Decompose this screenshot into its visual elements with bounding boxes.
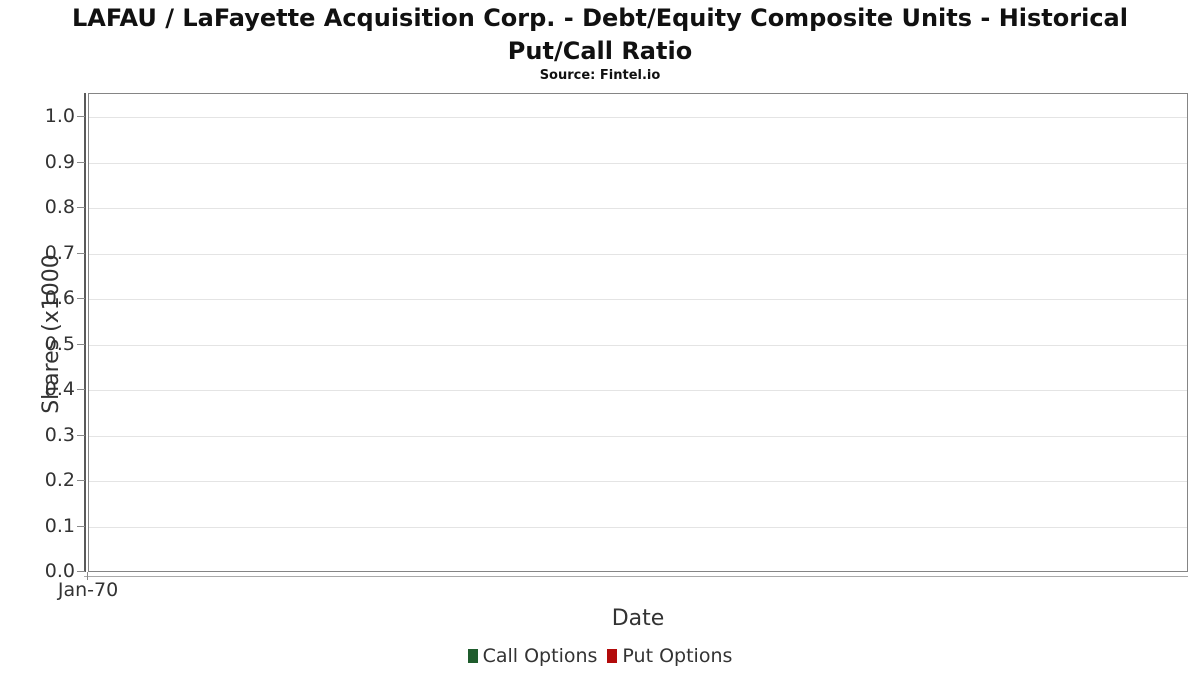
legend: Call Options Put Options <box>0 645 1200 667</box>
y-tick-label: 1.0 <box>44 105 75 127</box>
gridline <box>89 253 1187 255</box>
legend-marker-icon <box>467 649 478 663</box>
y-axis-line <box>84 93 86 572</box>
y-tick-label: 0.4 <box>44 378 75 400</box>
y-tick-label: 0.2 <box>44 469 75 491</box>
gridline <box>89 299 1187 300</box>
legend-label: Put Options <box>622 645 733 667</box>
chart-title: LAFAU / LaFayette Acquisition Corp. - De… <box>72 4 1128 65</box>
x-tick-label: Jan-70 <box>57 579 119 601</box>
y-tick-mark <box>77 207 85 208</box>
gridline <box>89 344 1187 346</box>
legend-item-put-options[interactable]: Put Options <box>607 645 732 667</box>
gridline <box>89 481 1187 482</box>
gridline <box>89 390 1187 391</box>
gridline <box>89 526 1187 528</box>
y-tick-mark <box>77 389 85 390</box>
y-tick-label: 0.3 <box>44 423 75 446</box>
y-tick-mark <box>77 161 85 163</box>
legend-item-call-options[interactable]: Call Options <box>467 645 598 667</box>
y-tick-label: 0.6 <box>44 287 75 309</box>
x-axis-line <box>84 576 1188 577</box>
x-tick-mark <box>87 572 88 580</box>
y-tick-label: 0.5 <box>44 332 75 355</box>
y-tick-mark <box>77 434 85 436</box>
y-tick-mark <box>77 571 85 572</box>
legend-marker-icon <box>607 649 618 663</box>
y-tick-label: 0.7 <box>44 241 75 264</box>
y-tick-mark <box>77 525 85 527</box>
gridline <box>89 435 1187 437</box>
y-tick-mark <box>77 480 85 481</box>
y-tick-mark <box>77 343 85 345</box>
plot-area <box>88 93 1188 572</box>
gridline <box>89 117 1187 118</box>
legend-label: Call Options <box>482 645 598 667</box>
y-tick-label: 0.8 <box>44 196 75 218</box>
gridline <box>89 208 1187 209</box>
y-tick-mark <box>77 116 85 117</box>
y-tick-label: 0.0 <box>44 560 75 582</box>
y-tick-label: 0.9 <box>44 150 75 173</box>
gridline <box>89 162 1187 164</box>
y-axis-title: Shares (x1000 <box>39 254 64 414</box>
y-tick-mark <box>77 298 85 299</box>
chart-subtitle: Source: Fintel.io <box>539 68 661 83</box>
y-tick-label: 0.1 <box>44 514 75 537</box>
x-axis-title: Date <box>611 606 665 631</box>
y-tick-mark <box>77 252 85 254</box>
